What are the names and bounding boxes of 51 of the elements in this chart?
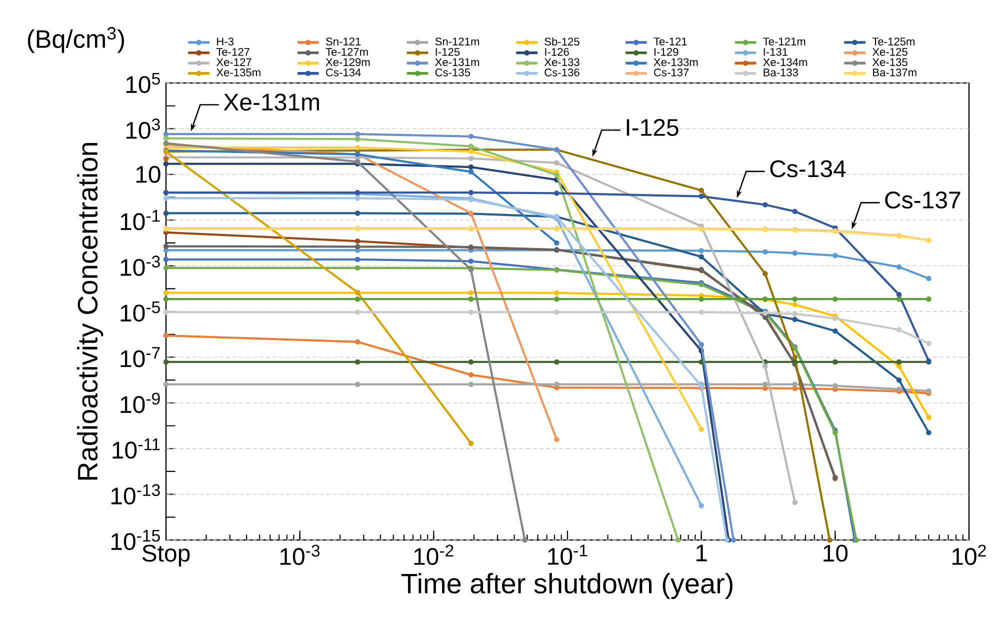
annotation: Cs-137 — [885, 192, 960, 209]
legend-label: Te-125m — [872, 38, 914, 46]
x-axis-title: Time after shutdown (year) — [401, 572, 732, 600]
legend-label: I-125 — [436, 48, 460, 56]
legend-label: I-131 — [764, 48, 788, 56]
legend-label: Cs-135 — [435, 68, 470, 76]
legend-label: H-3 — [217, 38, 234, 46]
y-tick-label: 10$^{-13}$ — [111, 484, 160, 504]
legend-label: Sn-121m — [435, 38, 479, 46]
y-tick-label: 10$^{-1}$ — [120, 210, 160, 230]
y-tick-label: 10$^{-11}$ — [112, 438, 160, 459]
legend-label: Xe-135m — [216, 68, 260, 76]
legend-label: Sn-121 — [326, 38, 361, 46]
legend-label: Xe-127 — [216, 58, 252, 66]
annotation: Cs-134 — [770, 160, 846, 178]
legend-label: Xe-134m — [763, 58, 807, 66]
y-tick-label: 10$^{5}$ — [126, 72, 160, 94]
legend-label: Te-127m — [326, 48, 368, 56]
y-tick-label: 10$^{-5}$ — [120, 301, 160, 322]
legend-label: Te-121 — [654, 38, 687, 46]
y-tick-label: 10$^{-9}$ — [120, 392, 160, 414]
y-axis-title: Radioactivity Concentration — [77, 142, 104, 480]
y-tick-label: 10$^{-3}$ — [120, 256, 160, 276]
annotation: I-125 — [626, 118, 678, 136]
x-tick-label: 10$^{-2}$ — [414, 544, 454, 566]
y-tick-label: 10 — [136, 166, 160, 183]
legend-label: Ba-133 — [764, 68, 798, 76]
legend-label: I-129 — [654, 48, 678, 56]
legend-label: Xe-133m — [654, 58, 698, 66]
legend-label: Xe-125 — [872, 48, 908, 56]
x-tick-label: 1 — [696, 544, 707, 562]
legend-label: Xe-135 — [872, 58, 908, 66]
legend-label: Cs-136 — [544, 68, 580, 76]
x-tick-label: 10 — [824, 544, 848, 562]
x-tick-label: 10$^{2}$ — [952, 544, 986, 566]
legend-label: Sb-125 — [544, 37, 580, 46]
annotation: Xe-131m — [224, 94, 319, 111]
legend-label: Xe-129m — [326, 58, 370, 66]
legend-label: Te-121m — [763, 38, 806, 46]
legend-label: Cs-134 — [326, 68, 361, 76]
legend-label: Xe-133 — [544, 58, 580, 66]
x-tick-label: 10$^{-3}$ — [280, 544, 320, 566]
text: (Bq/cm$^{3}$) — [28, 27, 124, 54]
legend-label: Te-127 — [216, 48, 250, 56]
y-tick-label: 10$^{-7}$ — [120, 347, 160, 368]
legend-label: Xe-131m — [435, 58, 479, 66]
legend-label: Cs-137 — [654, 68, 689, 76]
y-tick-label: 10$^{3}$ — [126, 118, 160, 139]
legend-label: I-126 — [545, 48, 569, 56]
legend-label: Ba-137m — [873, 68, 916, 76]
x-tick-label: 10$^{-1}$ — [548, 544, 588, 565]
